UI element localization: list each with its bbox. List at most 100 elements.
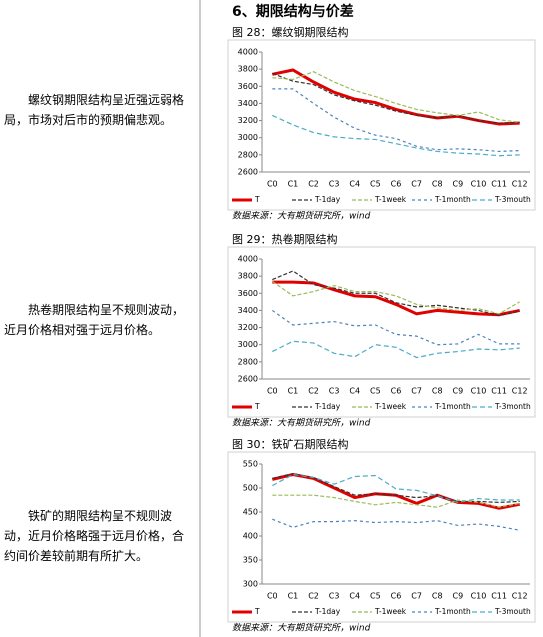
series-line — [272, 71, 520, 123]
chart-title: 图 28：螺纹钢期限结构 — [232, 25, 349, 39]
x-tick-label: C5 — [370, 592, 381, 601]
y-tick-label: 4000 — [238, 48, 258, 57]
x-tick-label: C2 — [308, 387, 319, 396]
x-tick-label: C12 — [512, 180, 528, 189]
x-tick-label: C2 — [308, 592, 319, 601]
y-tick-label: 400 — [243, 532, 258, 541]
legend-label: T-1day — [314, 402, 341, 411]
series-line — [272, 270, 520, 317]
y-tick-label: 2600 — [238, 375, 258, 384]
y-tick-label: 3400 — [238, 99, 258, 108]
y-tick-label: 3000 — [238, 133, 258, 142]
x-tick-label: C9 — [453, 387, 464, 396]
x-tick-label: C0 — [267, 592, 278, 601]
x-tick-label: C8 — [432, 180, 443, 189]
x-tick-label: C7 — [411, 387, 422, 396]
note: 铁矿的期限结构呈不规则波动，近月价格略强于远月价格，合约间价差较前期有所扩大。 — [4, 509, 185, 563]
y-tick-label: 350 — [243, 556, 258, 565]
x-tick-label: C4 — [349, 387, 360, 396]
x-tick-label: C3 — [329, 592, 340, 601]
x-tick-label: C5 — [370, 180, 381, 189]
heading: 6、期限结构与价差 — [232, 3, 354, 20]
series-line — [272, 72, 520, 124]
chart-frame — [227, 39, 536, 211]
series-line — [272, 473, 520, 504]
x-tick-label: C2 — [308, 180, 319, 189]
x-tick-label: C6 — [391, 387, 402, 396]
x-tick-label: C1 — [288, 387, 299, 396]
x-tick-label: C11 — [491, 387, 507, 396]
x-tick-label: C1 — [288, 180, 299, 189]
legend-label: T — [254, 402, 260, 411]
x-tick-label: C12 — [512, 387, 528, 396]
source-note: 数据来源：大有期货研究所，wind — [232, 211, 371, 222]
x-tick-label: C9 — [453, 180, 464, 189]
legend-label: T-1month — [434, 195, 471, 204]
y-tick-label: 3200 — [238, 116, 258, 125]
legend-label: T-1month — [434, 607, 471, 616]
x-tick-label: C10 — [471, 180, 487, 189]
legend-label: T — [254, 195, 260, 204]
series-line — [272, 68, 520, 126]
y-tick-label: 450 — [243, 508, 258, 517]
source-note: 数据来源：大有期货研究所，wind — [232, 623, 371, 634]
series-line — [272, 114, 520, 157]
y-tick-label: 3200 — [238, 323, 258, 332]
y-tick-label: 3600 — [238, 82, 258, 91]
y-tick-label: 500 — [243, 484, 258, 493]
x-tick-label: C8 — [432, 592, 443, 601]
legend-label: T-1week — [374, 607, 407, 616]
x-tick-label: C12 — [512, 592, 528, 601]
x-tick-label: C6 — [391, 592, 402, 601]
legend-label: T-3mouth — [494, 607, 531, 616]
legend-label: T-1week — [374, 195, 407, 204]
legend-label: T-1month — [434, 402, 471, 411]
legend-label: T-1day — [314, 195, 341, 204]
x-tick-label: C7 — [411, 180, 422, 189]
chart-frame — [227, 246, 536, 418]
x-tick-label: C10 — [471, 387, 487, 396]
x-tick-label: C7 — [411, 592, 422, 601]
legend-label: T-1day — [314, 607, 341, 616]
y-tick-label: 550 — [243, 460, 258, 469]
y-tick-label: 2800 — [238, 357, 258, 366]
x-tick-label: C0 — [267, 387, 278, 396]
y-tick-label: 3400 — [238, 306, 258, 315]
series-line — [271, 280, 520, 315]
x-tick-label: C10 — [471, 592, 487, 601]
x-tick-label: C5 — [370, 387, 381, 396]
y-tick-label: 300 — [243, 580, 258, 589]
y-tick-label: 3800 — [238, 272, 258, 281]
x-tick-label: C11 — [491, 180, 507, 189]
y-tick-label: 3800 — [238, 65, 258, 74]
legend-label: T — [254, 607, 260, 616]
x-tick-label: C1 — [288, 592, 299, 601]
x-tick-label: C11 — [491, 592, 507, 601]
x-tick-label: C4 — [349, 180, 360, 189]
y-tick-label: 2600 — [238, 168, 258, 177]
x-tick-label: C3 — [329, 387, 340, 396]
y-tick-label: 4000 — [238, 255, 258, 264]
y-tick-label: 2800 — [238, 150, 258, 159]
note: 螺纹钢期限结构呈近强远弱格局，市场对后市的预期偏悲观。 — [4, 93, 185, 127]
legend-label: T-3mouth — [494, 195, 531, 204]
chart-frame — [227, 451, 536, 623]
chart-title: 图 29：热卷期限结构 — [232, 232, 338, 246]
x-tick-label: C3 — [329, 180, 340, 189]
note: 热卷期限结构呈不规则波动，近月价格相对强于远月价格。 — [4, 303, 185, 337]
chart-title: 图 30：铁矿石期限结构 — [232, 437, 349, 451]
y-tick-label: 3000 — [238, 340, 258, 349]
source-note: 数据来源：大有期货研究所，wind — [232, 418, 371, 429]
y-tick-label: 3600 — [238, 289, 258, 298]
series-line — [272, 340, 520, 359]
x-tick-label: C9 — [453, 592, 464, 601]
x-tick-label: C4 — [349, 592, 360, 601]
series-line — [271, 309, 520, 346]
legend-label: T-3month — [494, 402, 531, 411]
series-line — [272, 518, 520, 531]
x-tick-label: C0 — [267, 180, 278, 189]
x-tick-label: C8 — [432, 387, 443, 396]
series-line — [272, 280, 520, 317]
